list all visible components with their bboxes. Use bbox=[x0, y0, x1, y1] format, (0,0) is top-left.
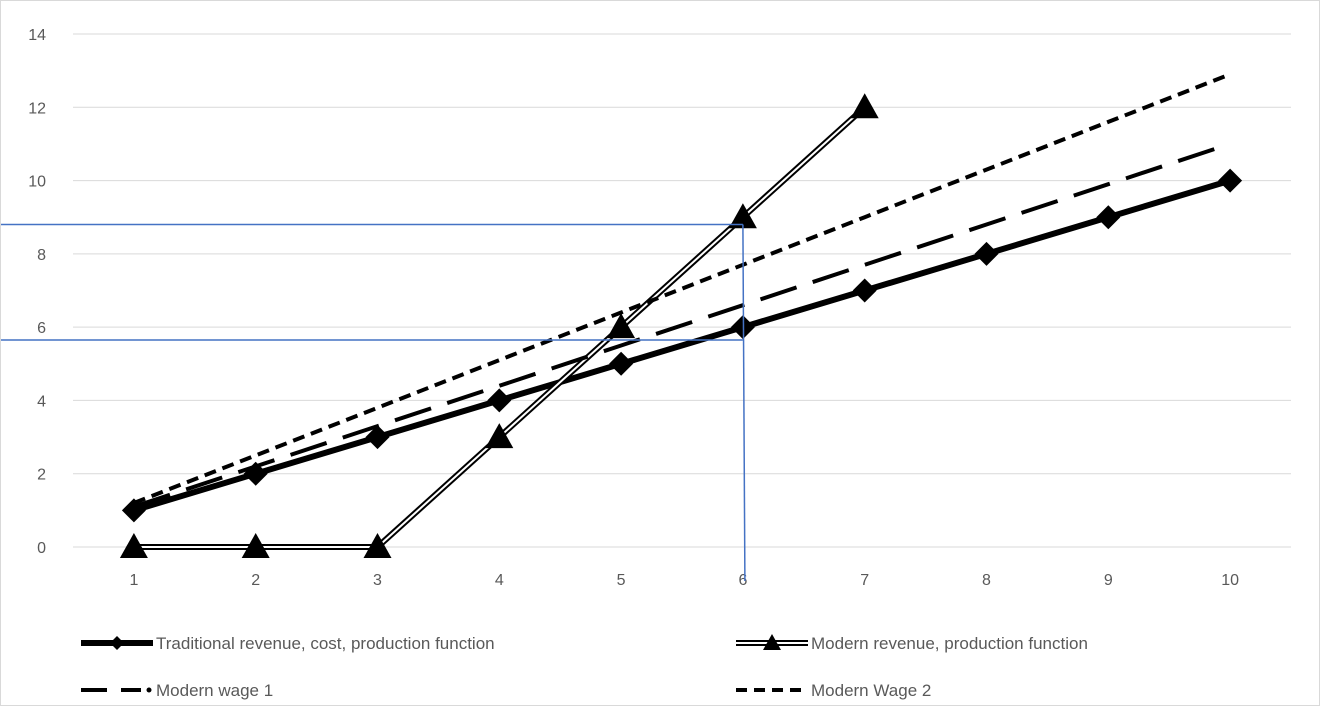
x-tick-label-1: 1 bbox=[129, 572, 138, 589]
legend-label-modern-wage-2: Modern Wage 2 bbox=[811, 681, 931, 700]
y-tick-label-8: 8 bbox=[37, 247, 46, 264]
legend-label-modern-revenue: Modern revenue, production function bbox=[811, 634, 1088, 653]
legend-label-modern-wage-1: Modern wage 1 bbox=[156, 681, 273, 700]
y-tick-label-0: 0 bbox=[37, 540, 46, 557]
series-0 bbox=[121, 168, 1243, 523]
y-tick-label-14: 14 bbox=[28, 27, 46, 44]
y-tick-label-6: 6 bbox=[37, 320, 46, 337]
series-2 bbox=[133, 142, 1231, 509]
triangle-marker-x7 bbox=[850, 93, 879, 119]
legend-label-traditional: Traditional revenue, cost, production fu… bbox=[156, 634, 495, 653]
x-tick-label-2: 2 bbox=[251, 572, 260, 589]
x-tick-label-6: 6 bbox=[738, 572, 747, 589]
series-line-modern-wage-2 bbox=[133, 72, 1231, 505]
legend: Traditional revenue, cost, production fu… bbox=[81, 634, 1088, 700]
triangle-marker-x5 bbox=[607, 313, 636, 339]
diamond-marker-x9 bbox=[1096, 205, 1121, 230]
legend-item-modern-wage-2: Modern Wage 2 bbox=[736, 681, 931, 700]
series-line-traditional bbox=[133, 177, 1231, 514]
y-tick-label-12: 12 bbox=[28, 100, 46, 117]
triangle-marker-x3 bbox=[363, 533, 392, 558]
series-line-modern-wage-1 bbox=[133, 142, 1231, 509]
legend-item-modern-wage-1: Modern wage 1 bbox=[81, 681, 273, 700]
series-1 bbox=[119, 93, 879, 558]
series-3 bbox=[133, 72, 1231, 505]
triangle-marker-x1 bbox=[119, 533, 148, 558]
y-axis-ticks: 0 2 4 6 8 10 12 14 bbox=[28, 27, 46, 557]
diamond-marker-x4 bbox=[487, 388, 512, 413]
diamond-marker-x8 bbox=[974, 241, 999, 266]
y-tick-label-10: 10 bbox=[28, 174, 46, 191]
diamond-marker-x10 bbox=[1218, 168, 1243, 193]
triangle-marker-x2 bbox=[241, 533, 270, 558]
x-tick-label-5: 5 bbox=[617, 572, 626, 589]
triangle-marker-x6 bbox=[728, 203, 757, 229]
annotation-vline bbox=[742, 224, 746, 582]
diamond-marker-x3 bbox=[365, 425, 390, 450]
diamond-marker-x7 bbox=[852, 278, 877, 303]
gridlines bbox=[73, 33, 1291, 548]
legend-item-traditional: Traditional revenue, cost, production fu… bbox=[81, 634, 495, 653]
x-axis-ticks: 1 2 3 4 5 6 7 8 9 10 bbox=[129, 572, 1239, 589]
x-tick-label-3: 3 bbox=[373, 572, 382, 589]
x-tick-label-4: 4 bbox=[495, 572, 504, 589]
series-lines bbox=[119, 72, 1243, 558]
y-tick-label-4: 4 bbox=[37, 393, 46, 410]
y-tick-label-2: 2 bbox=[37, 467, 46, 484]
diamond-marker-x5 bbox=[609, 351, 634, 376]
annotation-lines bbox=[1, 223, 746, 582]
x-tick-label-10: 10 bbox=[1221, 572, 1239, 589]
x-tick-label-9: 9 bbox=[1104, 572, 1113, 589]
x-tick-label-7: 7 bbox=[860, 572, 869, 589]
legend-item-modern-revenue: Modern revenue, production function bbox=[736, 634, 1088, 653]
triangle-marker-x4 bbox=[485, 423, 514, 449]
x-tick-label-8: 8 bbox=[982, 572, 991, 589]
